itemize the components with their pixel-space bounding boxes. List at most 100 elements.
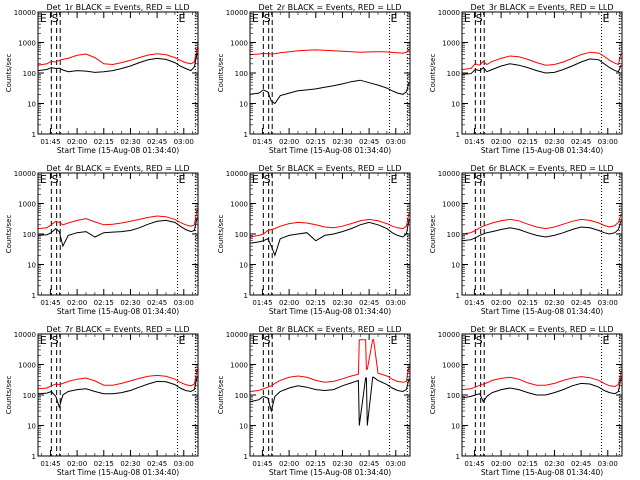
y-tick-label: 10 — [239, 262, 248, 270]
x-tick-label: 01:45 — [464, 299, 484, 307]
x-axis-label: Start Time (15-Aug-08 01:34:40) — [481, 146, 603, 155]
marker-label-e: E — [252, 334, 259, 347]
series-events-line — [38, 376, 198, 409]
panel-title: Det_3r BLACK = Events, RED = LLD — [470, 3, 613, 12]
x-tick-label: 02:15 — [518, 299, 538, 307]
y-tick-label: 1 — [244, 292, 248, 300]
x-tick-label: 02:00 — [67, 460, 87, 468]
x-tick-label: 03:00 — [386, 460, 406, 468]
x-tick-label: 02:00 — [67, 299, 87, 307]
x-tick-label: 02:00 — [279, 460, 299, 468]
marker-label-e: E — [40, 334, 47, 347]
x-tick-label: 02:30 — [332, 460, 352, 468]
y-tick-label: 1000 — [442, 362, 460, 370]
y-tick-label: 1000 — [18, 201, 36, 209]
y-tick-label: 1000 — [442, 201, 460, 209]
x-tick-label: 02:00 — [279, 138, 299, 146]
y-tick-label: 1 — [32, 131, 36, 139]
panel-plot-area — [462, 12, 622, 134]
panel-plot-area — [462, 334, 622, 456]
x-tick-label: 03:00 — [598, 299, 618, 307]
panel-frame — [249, 172, 411, 296]
y-tick-label: 100 — [447, 70, 460, 78]
marker-label-e: E — [391, 12, 398, 25]
x-tick-label: 03:00 — [174, 138, 194, 146]
panel-plot-area — [38, 173, 198, 295]
x-tick-label: 02:00 — [491, 299, 511, 307]
y-tick-label: 10 — [451, 101, 460, 109]
x-tick-label: 01:45 — [40, 460, 60, 468]
y-axis-label: Counts/sec — [217, 215, 225, 254]
y-tick-label: 100 — [23, 392, 36, 400]
y-tick-label: 100 — [23, 231, 36, 239]
series-lld-line — [250, 212, 410, 238]
series-events-line — [38, 53, 198, 73]
x-tick-label: 02:30 — [332, 138, 352, 146]
marker-label-e: E — [179, 12, 186, 25]
x-axis-label: Start Time (15-Aug-08 01:34:40) — [481, 468, 603, 477]
x-tick-label: 02:15 — [94, 460, 114, 468]
panel-plot-area — [462, 173, 622, 295]
y-axis-label: Counts/sec — [5, 54, 13, 93]
x-tick-label: 02:15 — [306, 460, 326, 468]
y-tick-label: 10 — [451, 423, 460, 431]
marker-label-e: E — [40, 12, 47, 25]
x-axis-label: Start Time (15-Aug-08 01:34:40) — [269, 146, 391, 155]
y-tick-label: 1000 — [18, 40, 36, 48]
panel-frame — [37, 172, 199, 296]
series-lld-line — [462, 51, 622, 70]
x-tick-label: 02:45 — [359, 138, 379, 146]
y-tick-label: 10000 — [226, 9, 248, 17]
x-axis-label: Start Time (15-Aug-08 01:34:40) — [481, 307, 603, 316]
panel-plot-area — [38, 334, 198, 456]
marker-label-s: S — [52, 334, 59, 347]
series-events-line — [250, 79, 410, 105]
x-tick-label: 03:00 — [174, 299, 194, 307]
x-tick-label: 02:00 — [491, 460, 511, 468]
x-tick-label: 02:45 — [571, 299, 591, 307]
x-tick-label: 01:45 — [40, 299, 60, 307]
panel-plot-area — [250, 12, 410, 134]
x-tick-label: 02:30 — [120, 299, 140, 307]
panel-title: Det_8r BLACK = Events, RED = LLD — [258, 325, 401, 334]
series-events-line — [38, 217, 198, 248]
y-tick-label: 1 — [32, 453, 36, 461]
x-tick-label: 02:00 — [67, 138, 87, 146]
series-lld-line — [38, 209, 198, 230]
y-tick-label: 100 — [235, 70, 248, 78]
series-events-line — [462, 58, 622, 75]
panel-frame — [37, 11, 199, 135]
x-tick-label: 03:00 — [386, 299, 406, 307]
x-tick-label: 02:30 — [544, 299, 564, 307]
panel-frame — [249, 11, 411, 135]
y-axis-label: Counts/sec — [5, 215, 13, 254]
y-tick-label: 10000 — [226, 331, 248, 339]
panel-frame — [461, 172, 623, 296]
y-tick-label: 1 — [456, 453, 460, 461]
y-tick-label: 10 — [27, 101, 36, 109]
y-tick-label: 100 — [235, 231, 248, 239]
marker-label-e: E — [391, 334, 398, 347]
x-tick-label: 02:45 — [147, 138, 167, 146]
x-tick-label: 02:30 — [544, 138, 564, 146]
x-tick-label: 01:45 — [252, 299, 272, 307]
x-tick-label: 02:45 — [359, 460, 379, 468]
marker-label-s: S — [264, 334, 271, 347]
y-tick-label: 10000 — [14, 331, 36, 339]
y-tick-label: 10000 — [226, 170, 248, 178]
x-tick-label: 01:45 — [464, 138, 484, 146]
x-tick-label: 02:00 — [491, 138, 511, 146]
marker-label-e: E — [391, 173, 398, 186]
y-tick-label: 10 — [27, 262, 36, 270]
x-tick-label: 02:45 — [571, 460, 591, 468]
marker-label-s: S — [264, 12, 271, 25]
y-tick-label: 10 — [239, 423, 248, 431]
y-tick-label: 10 — [239, 101, 248, 109]
y-tick-label: 1000 — [230, 362, 248, 370]
series-events-line — [462, 377, 622, 403]
